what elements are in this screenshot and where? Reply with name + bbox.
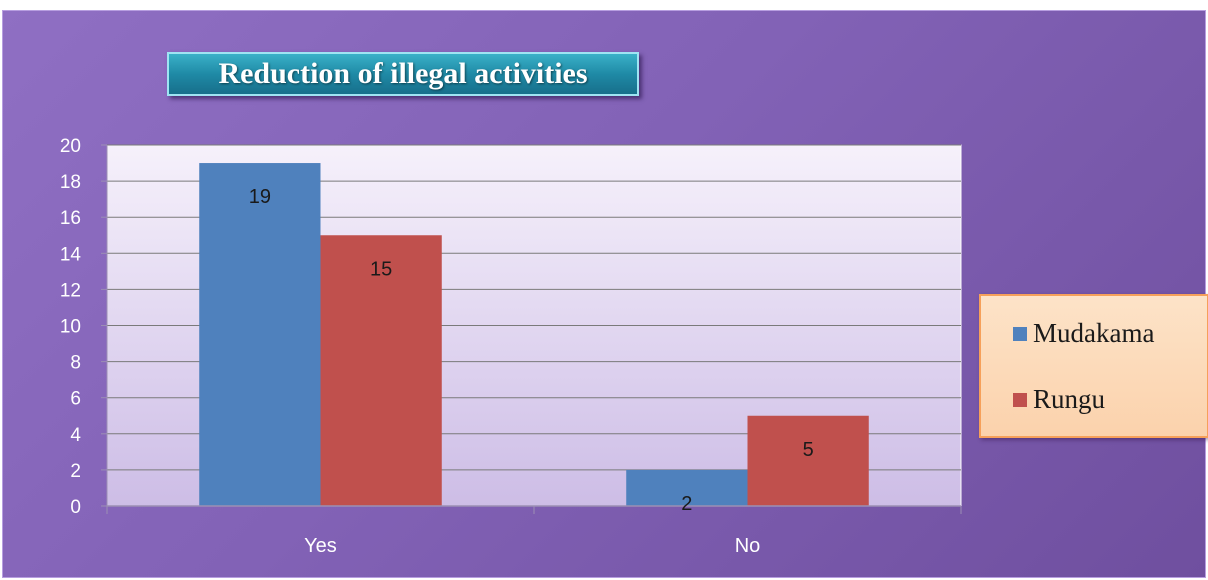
legend-item-rungu: Rungu <box>1013 384 1105 415</box>
y-tick-label: 12 <box>60 280 81 301</box>
legend-swatch-mudakama <box>1013 327 1027 341</box>
y-tick-label: 6 <box>70 389 81 410</box>
legend-swatch-rungu <box>1013 393 1027 407</box>
data-label: 19 <box>249 186 271 208</box>
legend-label-mudakama: Mudakama <box>1033 318 1154 349</box>
x-category-label: Yes <box>304 535 337 557</box>
y-tick-label: 10 <box>60 317 81 338</box>
chart-title-box: Reduction of illegal activities <box>167 52 639 96</box>
data-label: 15 <box>370 258 392 280</box>
y-tick-label: 8 <box>70 353 81 374</box>
y-tick-label: 18 <box>60 172 81 193</box>
y-tick-label: 16 <box>60 208 81 229</box>
bar-rungu-no <box>748 416 869 506</box>
chart-title: Reduction of illegal activities <box>218 57 587 91</box>
y-tick-label: 0 <box>70 497 81 518</box>
data-label: 2 <box>681 493 692 515</box>
legend-item-mudakama: Mudakama <box>1013 318 1154 349</box>
data-label: 5 <box>803 439 814 461</box>
x-category-label: No <box>735 535 761 557</box>
bar-mudakama-yes <box>199 163 320 506</box>
legend-label-rungu: Rungu <box>1033 384 1105 415</box>
legend: Mudakama Rungu <box>979 294 1208 438</box>
y-tick-label: 4 <box>70 425 81 446</box>
y-tick-label: 2 <box>70 461 81 482</box>
y-tick-label: 20 <box>60 136 81 157</box>
y-tick-label: 14 <box>60 244 82 265</box>
